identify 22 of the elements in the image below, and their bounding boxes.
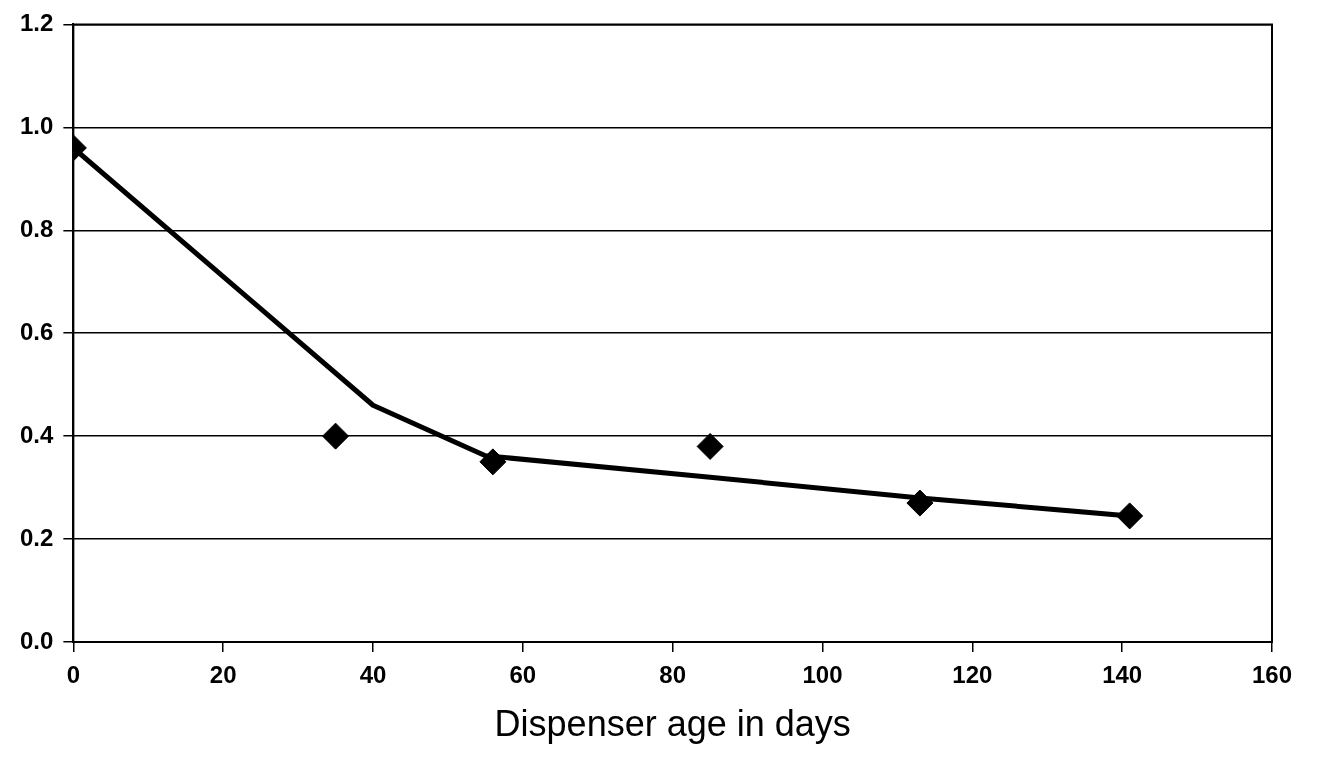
x-tick-label: 80 [659, 661, 687, 689]
y-tick-label: 0.0 [19, 626, 54, 654]
x-tick-label: 140 [1102, 661, 1143, 689]
x-tick-label: 0 [66, 661, 81, 689]
y-tick-label: 0.2 [19, 523, 54, 551]
point [696, 432, 724, 460]
x-tick-label: 120 [952, 661, 993, 689]
point [322, 422, 350, 450]
point [1116, 502, 1144, 530]
y-tick-label: 0.6 [19, 317, 54, 345]
x-tick-label: 100 [802, 661, 843, 689]
x-axis-title: Dispenser age in days [494, 703, 851, 745]
x-tick-label: 60 [509, 661, 537, 689]
y-tick-label: 0.4 [19, 420, 54, 448]
point [479, 448, 507, 476]
x-tick-label: 40 [359, 661, 387, 689]
y-tick-label: 1.2 [19, 9, 54, 37]
y-tick-label: 1.0 [19, 111, 54, 139]
x-tick-label: 160 [1251, 661, 1293, 689]
point [906, 489, 934, 517]
y-tick-label: 0.8 [19, 214, 54, 242]
x-tick-label: 20 [209, 661, 237, 689]
